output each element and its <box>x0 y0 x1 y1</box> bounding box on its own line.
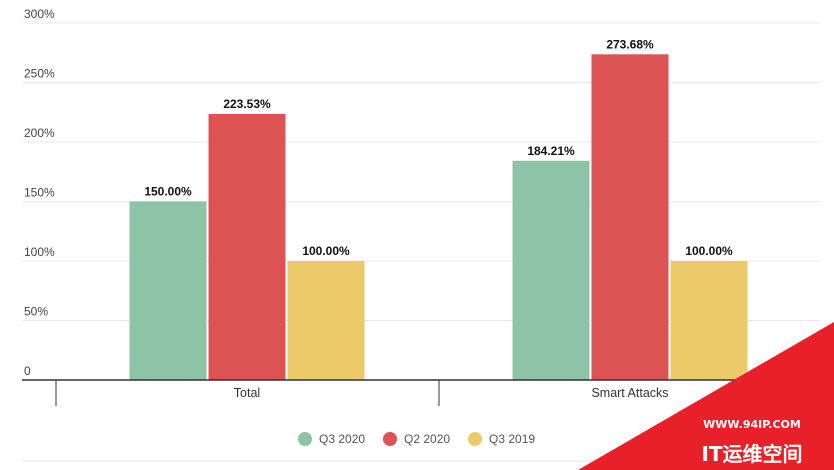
legend: Q3 2020 Q2 2020 Q3 2019 <box>298 432 535 446</box>
legend-item: Q2 2020 <box>383 432 450 446</box>
y-tick-label: 200% <box>24 126 55 140</box>
watermark-site-name: IT运维空间 <box>701 442 802 466</box>
watermark-triangle <box>578 322 834 470</box>
x-axis-category-labels: Total Smart Attacks <box>234 386 669 400</box>
watermark: WWW.94IP.COM IT运维空间 <box>578 322 834 470</box>
watermark-url: WWW.94IP.COM <box>703 418 801 431</box>
y-tick-label: 0 <box>24 364 31 378</box>
bars <box>129 54 748 380</box>
y-tick-label: 300% <box>24 7 55 21</box>
bar <box>208 113 286 380</box>
legend-label: Q3 2020 <box>319 432 365 446</box>
legend-item: Q3 2020 <box>298 432 365 446</box>
category-label: Total <box>234 386 260 400</box>
y-tick-label: 50% <box>24 305 48 319</box>
legend-swatch <box>298 432 312 446</box>
bar <box>287 261 365 380</box>
data-labels: 150.00% 223.53% 100.00% 184.21% 273.68% 100.0… <box>144 37 733 258</box>
legend-swatch <box>468 432 482 446</box>
y-tick-label: 150% <box>24 186 55 200</box>
bar <box>512 160 590 380</box>
bar <box>129 201 207 380</box>
data-label: 150.00% <box>144 185 192 199</box>
legend-label: Q3 2019 <box>489 432 535 446</box>
category-label: Smart Attacks <box>591 386 668 400</box>
data-label: 100.00% <box>302 244 350 258</box>
data-label: 223.53% <box>223 97 271 111</box>
y-tick-label: 250% <box>24 67 55 81</box>
data-label: 184.21% <box>527 144 575 158</box>
bar <box>591 54 669 380</box>
y-axis-tick-labels: 0 50% 100% 150% 200% 250% 300% <box>24 7 55 378</box>
bar <box>670 261 748 380</box>
legend-item: Q3 2019 <box>468 432 535 446</box>
legend-swatch <box>383 432 397 446</box>
legend-label: Q2 2020 <box>404 432 450 446</box>
data-label: 100.00% <box>685 244 733 258</box>
y-tick-label: 100% <box>24 245 55 259</box>
data-label: 273.68% <box>606 37 654 51</box>
x-axis <box>22 379 820 406</box>
